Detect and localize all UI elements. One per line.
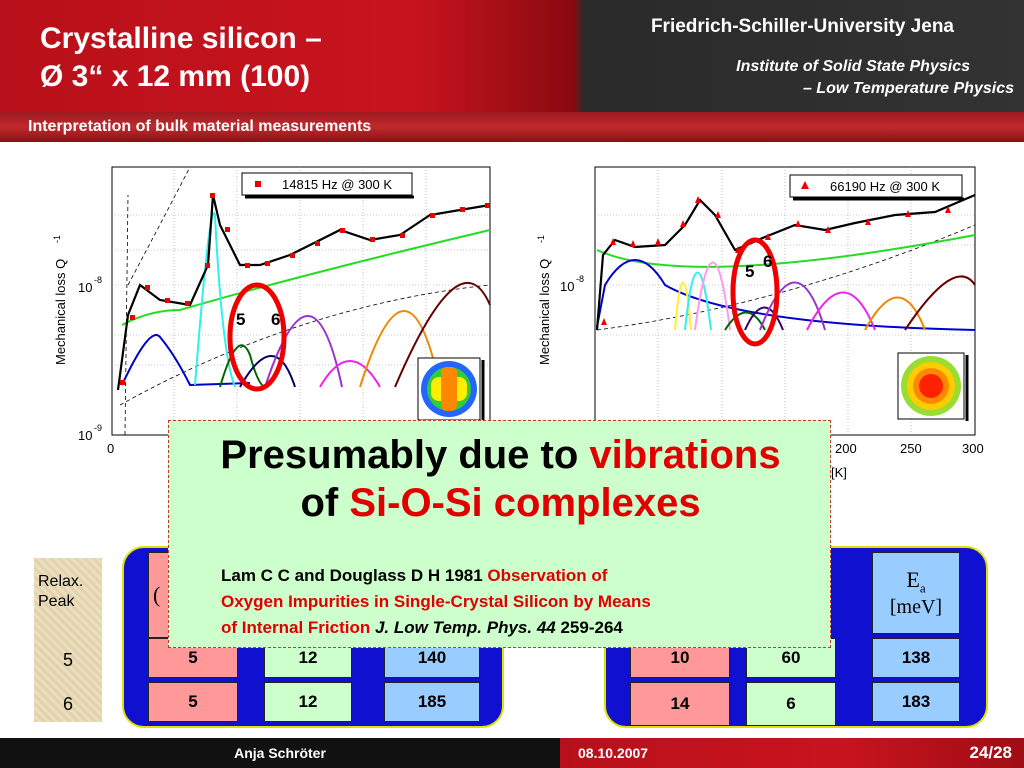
relax-peak-6: 6	[62, 694, 73, 714]
footer-date: 08.10.2007	[560, 738, 1024, 768]
svg-text:-1: -1	[536, 235, 546, 243]
footer-author: Anja Schröter	[0, 738, 560, 768]
right-chart-legend: 66190 Hz @ 300 K	[830, 179, 940, 194]
left-ytick-1: 10	[78, 280, 92, 295]
right-ytick-1: 10	[560, 279, 574, 294]
svg-text:300: 300	[962, 441, 984, 456]
literature-reference: Lam C C and Douglass D H 1981 Observatio…	[221, 566, 651, 637]
university-name: Friedrich-Schiller-University Jena	[650, 16, 954, 37]
activation-energy-header: Ea [meV]	[872, 552, 960, 634]
right-peak-5-label: 5	[745, 262, 754, 281]
svg-text:[K]: [K]	[831, 465, 847, 480]
left-ytick-2: 10	[78, 428, 92, 443]
right-peak-6-label: 6	[763, 252, 772, 271]
relax-peak-column: Relax. Peak 5 6	[34, 558, 102, 722]
page-number: 24/28	[969, 743, 1012, 762]
right-chart: 66190 Hz @ 300 K 5 6 10 -8 200 250 300 […	[535, 155, 1005, 495]
svg-text:-8: -8	[576, 274, 584, 284]
slide-title: Crystalline silicon – Ø 3“ x 12 mm (100)	[40, 22, 322, 93]
subtitle-bar: Interpretation of bulk material measurem…	[0, 112, 1024, 142]
slide-subtitle: Interpretation of bulk material measurem…	[28, 118, 372, 135]
left-chart: 14815 Hz @ 300 K 5 6 10 -8 10 -9 0 5 Mec…	[50, 155, 500, 455]
annotation-popup: Presumably due to vibrations of Si-O-Si …	[168, 420, 831, 648]
svg-text:200: 200	[835, 441, 857, 456]
svg-text:250: 250	[900, 441, 922, 456]
left-chart-legend: 14815 Hz @ 300 K	[282, 177, 392, 192]
left-peak-5-label: 5	[236, 310, 245, 329]
left-peak-6-label: 6	[271, 310, 280, 329]
institute-name: Institute of Solid State Physics – Low T…	[736, 58, 1014, 97]
popup-headline: Presumably due to vibrations of Si-O-Si …	[220, 433, 781, 525]
relax-peak-5: 5	[62, 650, 73, 670]
svg-text:-1: -1	[52, 235, 62, 243]
footer-bar: Anja Schröter 08.10.2007 24/28	[0, 738, 1024, 768]
left-ylabel: Mechanical loss Q	[53, 259, 68, 365]
header-banner: Crystalline silicon – Ø 3“ x 12 mm (100)…	[0, 0, 1024, 112]
right-ylabel: Mechanical loss Q	[537, 259, 552, 365]
svg-text:-8: -8	[94, 275, 102, 285]
svg-text:0: 0	[107, 441, 114, 455]
svg-text:-9: -9	[94, 423, 102, 433]
